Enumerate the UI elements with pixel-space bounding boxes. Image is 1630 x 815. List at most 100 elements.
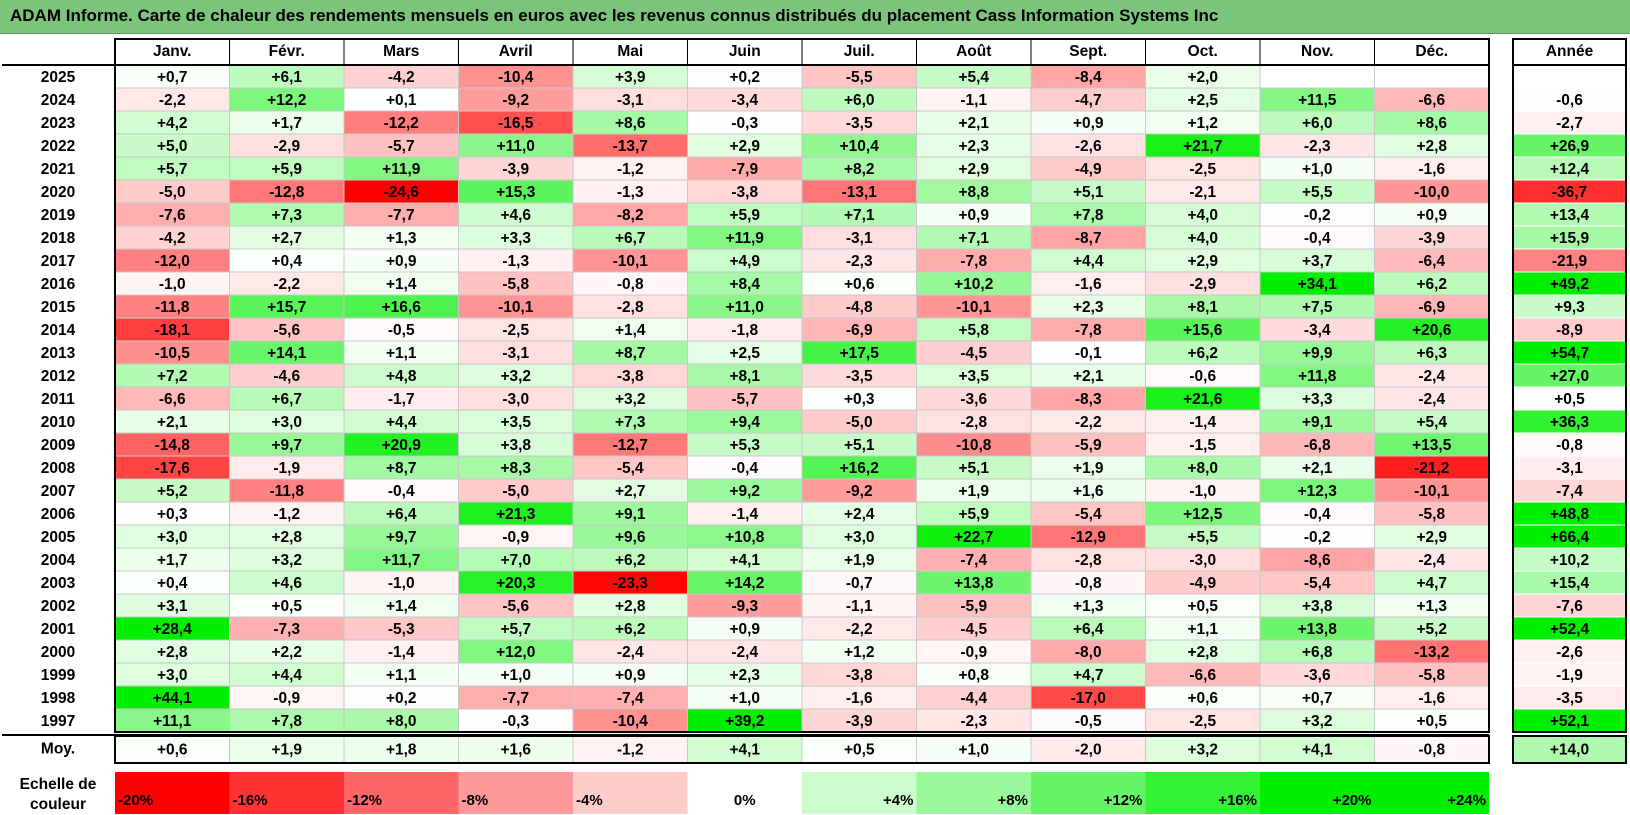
cell-value: +13,8 bbox=[954, 575, 994, 592]
cell-value: +0,4 bbox=[271, 253, 302, 270]
cell-value: -2,4 bbox=[1418, 391, 1445, 408]
cell-value: -1,2 bbox=[617, 161, 644, 178]
cell-value: +7,5 bbox=[1302, 299, 1333, 316]
cell-value: -0,4 bbox=[1304, 506, 1331, 523]
annual-value: -1,9 bbox=[1556, 667, 1583, 684]
average-annual-value: +14,0 bbox=[1550, 742, 1589, 759]
scale-step-label: -8% bbox=[462, 792, 489, 809]
cell-value: -10,4 bbox=[613, 713, 649, 730]
cell-value: -12,9 bbox=[1071, 529, 1107, 546]
cell-value: +8,6 bbox=[1416, 115, 1447, 132]
cell-value: +7,2 bbox=[157, 368, 188, 385]
cell-value: -2,5 bbox=[502, 322, 529, 339]
cell-value: +4,7 bbox=[1416, 575, 1447, 592]
row-year-label: 2004 bbox=[41, 552, 76, 569]
cell-value: -5,0 bbox=[159, 184, 186, 201]
cell-value: -1,6 bbox=[1418, 690, 1445, 707]
scale-step-label: +24% bbox=[1447, 792, 1486, 809]
cell-value: -7,9 bbox=[731, 161, 758, 178]
cell-value: -8,6 bbox=[1304, 552, 1331, 569]
cell-value: -5,4 bbox=[617, 460, 644, 477]
cell-value: +1,7 bbox=[271, 115, 302, 132]
cell-value: +15,7 bbox=[267, 299, 306, 316]
cell-value: -6,9 bbox=[846, 322, 873, 339]
cell-value: -3,6 bbox=[960, 391, 987, 408]
annual-header-box bbox=[1512, 38, 1627, 66]
cell-value: +0,2 bbox=[386, 690, 417, 707]
annual-value: +49,2 bbox=[1550, 276, 1589, 293]
cell-value: -9,2 bbox=[502, 92, 529, 109]
cell-value: -1,9 bbox=[273, 460, 300, 477]
cell-value: -5,4 bbox=[1304, 575, 1331, 592]
cell-value: +6,2 bbox=[1187, 345, 1218, 362]
row-year-label: 2003 bbox=[41, 575, 76, 592]
cell-value: +0,1 bbox=[386, 92, 417, 109]
row-year-label: 2011 bbox=[41, 391, 75, 408]
cell-value: +5,2 bbox=[157, 483, 188, 500]
cell-value: +0,7 bbox=[1302, 690, 1333, 707]
cell-value: +5,2 bbox=[1416, 621, 1447, 638]
row-year-label: 2021 bbox=[41, 161, 76, 178]
cell-value: +5,3 bbox=[729, 437, 760, 454]
average-value: +1,0 bbox=[958, 742, 989, 759]
cell-value: +9,2 bbox=[729, 483, 760, 500]
cell-value: +1,3 bbox=[1073, 598, 1104, 615]
average-value: -1,2 bbox=[617, 742, 644, 759]
cell-value: +0,9 bbox=[958, 207, 989, 224]
cell-value: +0,4 bbox=[157, 575, 188, 592]
cell-value: +0,9 bbox=[615, 667, 646, 684]
scale-step-label: +8% bbox=[998, 792, 1028, 809]
cell-value: -1,6 bbox=[1418, 161, 1445, 178]
cell-value: -11,8 bbox=[270, 483, 305, 500]
cell-value: -1,4 bbox=[388, 644, 415, 661]
cell-value: -2,8 bbox=[960, 414, 987, 431]
cell-value: -10,4 bbox=[498, 69, 534, 86]
cell-value: +1,9 bbox=[958, 483, 989, 500]
scale-label-line2: couleur bbox=[30, 796, 86, 813]
cell-value: +6,7 bbox=[615, 230, 646, 247]
annual-value: +52,1 bbox=[1550, 713, 1590, 730]
cell-value: -5,0 bbox=[846, 414, 873, 431]
cell-value: -10,8 bbox=[956, 437, 992, 454]
cell-value: +2,2 bbox=[271, 644, 302, 661]
scale-step-label: +12% bbox=[1104, 792, 1143, 809]
cell-value: -2,9 bbox=[273, 138, 300, 155]
cell-value: +3,8 bbox=[1302, 598, 1333, 615]
cell-value: +9,4 bbox=[729, 414, 760, 431]
scale-swatch bbox=[115, 772, 230, 814]
scale-step-label: +4% bbox=[883, 792, 913, 809]
average-row-label: Moy. bbox=[41, 741, 75, 758]
cell-value: +0,9 bbox=[386, 253, 417, 270]
cell-value: +5,4 bbox=[958, 69, 989, 86]
cell-value: +1,1 bbox=[386, 667, 417, 684]
month-header: Mars bbox=[383, 43, 419, 60]
scale-step-label: +20% bbox=[1333, 792, 1372, 809]
cell-value: +2,1 bbox=[157, 414, 188, 431]
cell-value: +1,7 bbox=[157, 552, 188, 569]
average-cell bbox=[1030, 735, 1146, 764]
average-border bbox=[114, 735, 1490, 764]
average-value: +0,6 bbox=[157, 742, 188, 759]
cell-value: +14,1 bbox=[267, 345, 307, 362]
cell-value: +6,2 bbox=[1416, 276, 1447, 293]
cell-value: -3,1 bbox=[846, 230, 873, 247]
cell-value: +2,7 bbox=[615, 483, 646, 500]
annual-value: +27,0 bbox=[1550, 368, 1589, 385]
annual-value: -0,8 bbox=[1556, 437, 1583, 454]
cell-value: -3,8 bbox=[617, 368, 644, 385]
cell-value: +10,4 bbox=[840, 138, 880, 155]
cell-value: +4,2 bbox=[157, 115, 188, 132]
cell-value: +3,2 bbox=[615, 391, 646, 408]
cell-value: -1,1 bbox=[960, 92, 987, 109]
row-year-label: 2006 bbox=[41, 506, 76, 523]
cell-value: +16,6 bbox=[382, 299, 422, 316]
cell-value: -7,7 bbox=[388, 207, 415, 224]
cell-value: +9,7 bbox=[271, 437, 302, 454]
cell-value: +20,3 bbox=[496, 575, 536, 592]
cell-value: +3,0 bbox=[157, 529, 188, 546]
cell-value: +4,4 bbox=[386, 414, 417, 431]
cell-value: +4,1 bbox=[729, 552, 760, 569]
cell-value: +3,0 bbox=[271, 414, 302, 431]
cell-value: -5,6 bbox=[273, 322, 300, 339]
cell-value: +11,8 bbox=[1298, 368, 1337, 385]
